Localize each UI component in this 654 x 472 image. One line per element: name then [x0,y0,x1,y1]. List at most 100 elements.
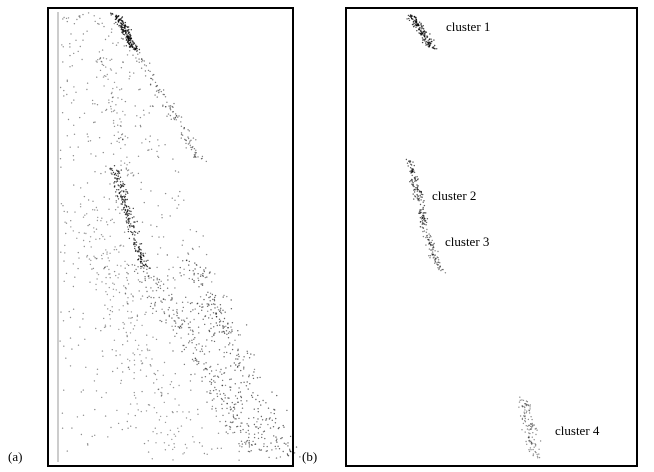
point [189,278,190,279]
point [419,209,420,210]
point [96,289,97,290]
point [86,31,87,32]
point [214,297,215,298]
point [78,345,79,346]
point [419,211,420,212]
point [121,199,122,200]
point [192,146,193,147]
point [231,329,232,330]
point [128,231,129,232]
point [193,360,194,361]
point [100,70,101,71]
point [279,448,280,449]
point [209,351,210,352]
point [425,224,426,225]
point [221,404,222,405]
point [120,265,121,266]
point [127,40,128,41]
point [152,308,153,309]
point [220,308,221,309]
point [273,409,274,410]
point [122,61,123,62]
point [242,443,243,444]
point [115,22,116,23]
point [111,14,112,15]
point [414,165,415,166]
point [539,457,540,458]
point [135,250,136,251]
point [149,350,150,351]
point [93,268,94,269]
point [144,60,145,61]
point [226,352,227,353]
point [200,276,201,277]
point [76,238,77,239]
point [116,200,117,201]
point [430,43,431,44]
point [148,404,149,405]
point [144,314,145,315]
point [111,93,112,94]
point [135,340,136,341]
point [63,95,64,96]
point [235,418,236,419]
point [145,139,146,140]
point [237,398,238,399]
point [120,195,121,196]
point [94,103,95,104]
point [429,46,430,47]
point [73,263,74,264]
point [136,242,137,243]
point [125,37,126,38]
point [432,251,433,252]
point [157,90,158,91]
point [139,49,140,50]
point [146,65,147,66]
point [137,54,138,55]
point [108,257,109,258]
point [105,325,106,326]
point [219,325,220,326]
point [240,430,241,431]
point [190,303,191,304]
point [521,399,522,400]
point [114,186,115,187]
point [97,220,98,221]
point [215,295,216,296]
point [178,404,179,405]
point [437,267,438,268]
point [427,218,428,219]
point [116,289,117,290]
point [142,253,143,254]
point [121,209,122,210]
point [194,155,195,156]
point [124,45,125,46]
point [145,75,146,76]
point [90,140,91,141]
point [134,364,135,365]
point [412,170,413,171]
point [109,253,110,254]
point [229,429,230,430]
point [122,181,123,182]
point [152,458,153,459]
point [123,305,124,306]
point [536,454,537,455]
point [127,199,128,200]
point [84,113,85,114]
point [427,42,428,43]
point [121,67,122,68]
point [200,296,201,297]
point [422,209,423,210]
point [523,406,524,407]
point [188,333,189,334]
point [83,313,84,314]
point [420,24,421,25]
point [415,189,416,190]
point [82,318,83,319]
point [208,305,209,306]
point [150,364,151,365]
point [255,443,256,444]
point [128,317,129,318]
point [124,30,125,31]
